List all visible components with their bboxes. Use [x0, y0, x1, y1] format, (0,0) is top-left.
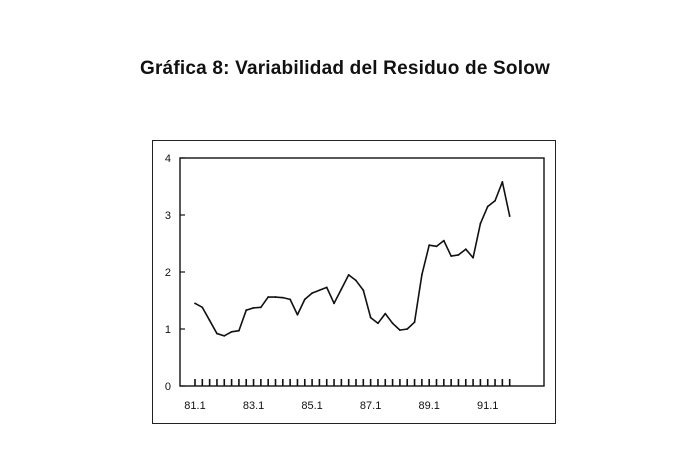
data-point-5 [230, 330, 233, 333]
data-point-23 [362, 289, 365, 292]
line-chart: 0 1 2 3 4 81.1 83.1 85.1 87.1 89.1 91.1 [165, 153, 545, 412]
data-point-8 [252, 307, 255, 309]
plot-area-border [179, 157, 545, 387]
data-point-12 [281, 296, 284, 299]
data-point-18 [325, 286, 328, 289]
y-tick-label-1: 1 [165, 324, 171, 336]
data-point-3 [216, 332, 218, 335]
chart-title: Gráfica 8: Variabilidad del Residuo de S… [139, 58, 551, 79]
data-point-38 [472, 256, 474, 259]
chart-tick-labels: 0 1 2 3 4 81.1 83.1 85.1 87.1 89.1 91.1 [165, 153, 499, 412]
x-tick-label-2: 85.1 [301, 400, 322, 412]
y-tick-label-4: 4 [165, 153, 171, 165]
data-point-11 [274, 296, 277, 298]
data-point-43 [508, 215, 511, 218]
x-tick-label-1: 83.1 [243, 400, 264, 412]
data-point-22 [355, 279, 357, 282]
chart-axes [179, 157, 545, 387]
data-point-10 [267, 296, 270, 298]
y-tick-label-2: 2 [165, 267, 171, 279]
data-point-15 [303, 298, 306, 301]
data-point-32 [428, 244, 431, 247]
data-point-29 [406, 328, 409, 330]
data-point-27 [391, 322, 394, 325]
data-point-33 [435, 245, 438, 248]
data-point-1 [201, 306, 204, 309]
chart-ticks [180, 157, 511, 387]
data-point-34 [442, 239, 445, 242]
data-point-28 [399, 329, 401, 332]
data-point-19 [333, 302, 335, 305]
data-point-13 [289, 298, 292, 301]
x-tick-label-5: 91.1 [477, 400, 498, 412]
y-tick-label-3: 3 [165, 210, 171, 222]
data-point-17 [318, 289, 321, 292]
data-point-35 [450, 255, 453, 257]
data-point-42 [501, 181, 504, 183]
data-point-21 [347, 273, 350, 276]
data-point-25 [377, 322, 379, 325]
data-point-14 [296, 313, 299, 316]
data-point-20 [340, 288, 343, 290]
data-point-26 [384, 312, 387, 315]
data-point-6 [238, 329, 240, 332]
data-point-30 [413, 321, 416, 324]
data-point-37 [464, 248, 467, 251]
data-point-2 [208, 319, 211, 322]
series-line-0 [194, 181, 511, 337]
data-point-31 [420, 273, 423, 276]
y-tick-label-0: 0 [165, 381, 171, 393]
x-tick-label-0: 81.1 [184, 400, 205, 412]
chart-frame: 0 1 2 3 4 81.1 83.1 85.1 87.1 89.1 91.1 [152, 140, 556, 424]
x-tick-label-4: 89.1 [418, 400, 439, 412]
data-point-0 [194, 302, 196, 305]
data-point-36 [457, 254, 460, 256]
data-point-9 [259, 306, 262, 309]
data-point-7 [245, 309, 248, 312]
data-point-41 [494, 199, 496, 202]
chart-series [194, 181, 511, 337]
data-point-24 [369, 316, 372, 319]
x-tick-label-3: 87.1 [360, 400, 381, 412]
data-point-39 [479, 222, 482, 225]
data-point-40 [486, 205, 489, 208]
data-point-4 [223, 334, 226, 337]
data-point-16 [311, 292, 313, 294]
